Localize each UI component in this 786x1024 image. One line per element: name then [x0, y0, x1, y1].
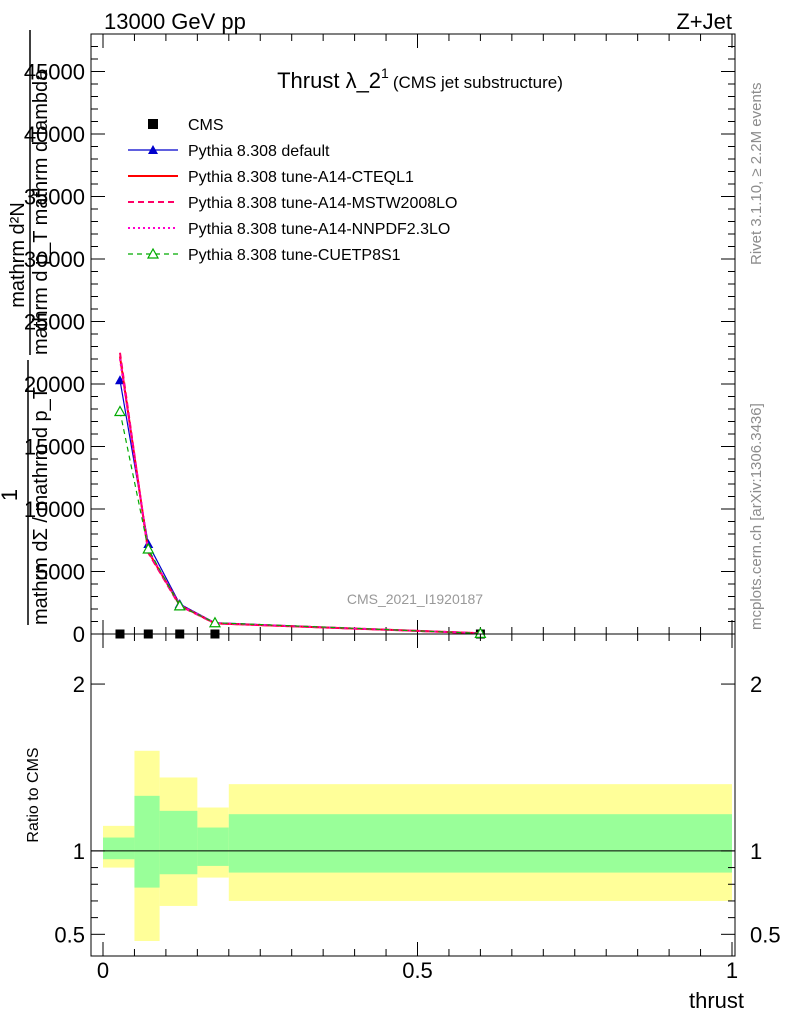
ratio-y-tick-label-right: 2: [750, 672, 762, 697]
main-y-tick-label: 20000: [24, 372, 85, 397]
series-marker-cuetp8s1: [113, 405, 127, 417]
series-line-cuetp8s1: [119, 411, 481, 634]
y-title-right-numerator: mathrm d²N: [7, 202, 29, 308]
main-y-tick-label: 5000: [36, 560, 85, 585]
watermark-label: CMS_2021_I1920187: [347, 591, 483, 607]
header-right-label: Z+Jet: [676, 9, 732, 34]
ratio-inner-band: [134, 795, 160, 888]
series-marker-default: [114, 375, 125, 385]
ratio-x-tick-label: 0.5: [402, 958, 433, 983]
chart-title: Thrust λ_21 (CMS jet substructure): [277, 65, 563, 93]
ratio-x-ticks: 0 0.5 1: [97, 634, 738, 983]
legend-label-default: Pythia 8.308 default: [188, 143, 330, 160]
y-title-numerator: 1: [0, 489, 22, 501]
legend-label-cuetp8s1: Pythia 8.308 tune-CUETP8S1: [188, 247, 401, 264]
main-panel: 0 5000 10000 15000 20000 25000 30000 35000 40000…: [24, 33, 736, 647]
main-x-ticks: [102, 34, 733, 634]
main-y-tick-label: 25000: [24, 310, 85, 335]
ratio-x-tick-label: 1: [726, 958, 738, 983]
legend-label-nnpdf: Pythia 8.308 tune-A14-NNPDF2.3LO: [188, 221, 450, 238]
series-marker-cuetp8s1: [208, 616, 221, 628]
legend-label-mstw: Pythia 8.308 tune-A14-MSTW2008LO: [188, 195, 457, 212]
x-axis-title: thrust: [689, 988, 744, 1013]
main-y-tick-label: 30000: [24, 247, 85, 272]
ratio-y-tick-label: 1: [73, 839, 85, 864]
chart-title-main: Thrust λ_2: [277, 68, 381, 93]
main-y-tick-label: 0: [73, 622, 85, 647]
ratio-inner-band: [197, 827, 229, 866]
legend-marker-cuetp8s1: [146, 247, 160, 259]
mcplots-label: mcplots.cern.ch [arXiv:1306.3436]: [748, 403, 765, 630]
main-y-tick-label: 15000: [24, 435, 85, 460]
chart-title-sup: 1: [381, 65, 389, 81]
ratio-x-tick-label: 0: [97, 958, 109, 983]
main-y-tick-label: 45000: [24, 60, 85, 85]
ratio-panel: 0.5 0.51 12 2 0 0.5 1 Ratio to CMS thrust: [25, 633, 781, 1013]
rivet-label: Rivet 3.1.10, ≥ 2.2M events: [748, 83, 765, 266]
legend-marker-cms: [148, 119, 158, 129]
ratio-y-tick-label: 2: [73, 672, 85, 697]
ratio-inner-band: [159, 810, 198, 875]
main-y-tick-label: 40000: [24, 122, 85, 147]
main-series: [113, 352, 487, 639]
main-y-tick-label: 10000: [24, 497, 85, 522]
ratio-frame: [90, 633, 736, 957]
ratio-y-tick-label-right: 1: [750, 839, 762, 864]
ratio-y-ticks: 0.5 0.5 1 1 2 2: [54, 672, 780, 947]
legend: CMS Pythia 8.308 default Pythia 8.308 tune…: [128, 117, 457, 264]
ratio-y-tick-label: 0.5: [54, 922, 85, 947]
legend-marker-default: [148, 145, 158, 154]
ratio-y-axis-title: Ratio to CMS: [25, 747, 42, 842]
ratio-inner-band: [228, 814, 733, 873]
ratio-inner-band: [103, 837, 135, 860]
main-y-axis-title: 1 mathrm dΣ / mathrm d p_T mathrm d²N ma…: [0, 30, 52, 625]
main-y-ticks: 0 5000 10000 15000 20000 25000 30000 35000 40000…: [24, 33, 735, 647]
legend-label-data: CMS: [188, 117, 224, 134]
chart-title-suffix: (CMS jet substructure): [393, 73, 563, 92]
ratio-bands: [103, 750, 733, 941]
y-title-right-denominator: mathrm d p_T mathrm d lambda: [30, 69, 52, 355]
main-y-tick-label: 35000: [24, 185, 85, 210]
series-marker-cuetp8s1: [142, 542, 155, 554]
y-title-denominator: mathrm dΣ / mathrm d p_T: [30, 387, 52, 625]
ratio-y-tick-label-right: 0.5: [750, 922, 781, 947]
series-marker-cuetp8s1: [173, 599, 186, 611]
legend-label-cteql1: Pythia 8.308 tune-A14-CTEQL1: [188, 169, 414, 186]
header-left-label: 13000 GeV pp: [104, 9, 246, 34]
